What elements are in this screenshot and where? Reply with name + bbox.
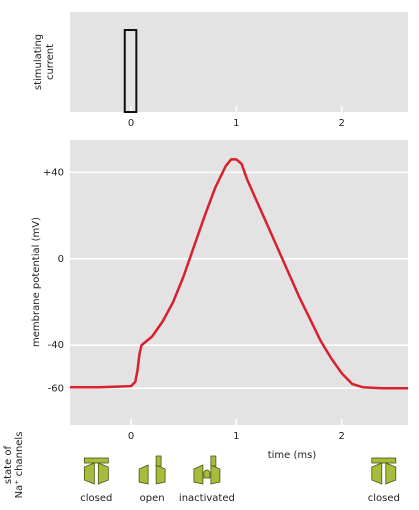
y-tick-label: 0 — [58, 254, 64, 265]
channel-cap — [371, 457, 397, 464]
channel-label: state of — [3, 445, 14, 484]
potential-line — [70, 158, 408, 390]
channel-icon — [83, 457, 109, 485]
channel-half — [193, 464, 204, 485]
channel-state-label: closed — [80, 493, 112, 504]
channel-gate — [210, 455, 217, 467]
x-tick-label: 2 — [338, 431, 344, 442]
stimulus-pulse — [123, 29, 138, 113]
channel-state-label: open — [140, 493, 165, 504]
channel-state-label: closed — [368, 493, 400, 504]
channel-gate — [155, 455, 162, 467]
channel-half — [385, 462, 397, 485]
stimulus-panel — [70, 12, 408, 112]
channel-half — [83, 462, 95, 485]
channel-state-label: inactivated — [179, 493, 235, 504]
x-tick-label: 2 — [338, 118, 344, 129]
y-tick-label: +40 — [43, 167, 64, 178]
channel-cap — [83, 457, 109, 464]
stimulus-label: stimulating — [33, 34, 44, 90]
channel-icon — [138, 455, 166, 485]
channel-label: Na⁺ channels — [14, 432, 25, 499]
y-tick-label: -60 — [48, 383, 64, 394]
x-tick-label: 0 — [128, 431, 134, 442]
channel-icon — [193, 455, 221, 485]
y-tick-label: -40 — [48, 340, 64, 351]
x-tick-label: 0 — [128, 118, 134, 129]
channel-half — [155, 464, 166, 485]
channel-plug — [203, 469, 211, 479]
potential-panel — [70, 140, 408, 425]
channel-half — [97, 462, 109, 485]
channel-half — [138, 464, 149, 485]
channel-half — [210, 464, 221, 485]
x-tick-label: 1 — [233, 118, 239, 129]
channel-half — [371, 462, 383, 485]
x-tick-label: 1 — [233, 431, 239, 442]
y-axis-label: membrane potential (mV) — [31, 217, 42, 347]
channel-icon — [371, 457, 397, 485]
x-axis-label: time (ms) — [268, 450, 317, 461]
stimulus-label: current — [45, 44, 56, 80]
